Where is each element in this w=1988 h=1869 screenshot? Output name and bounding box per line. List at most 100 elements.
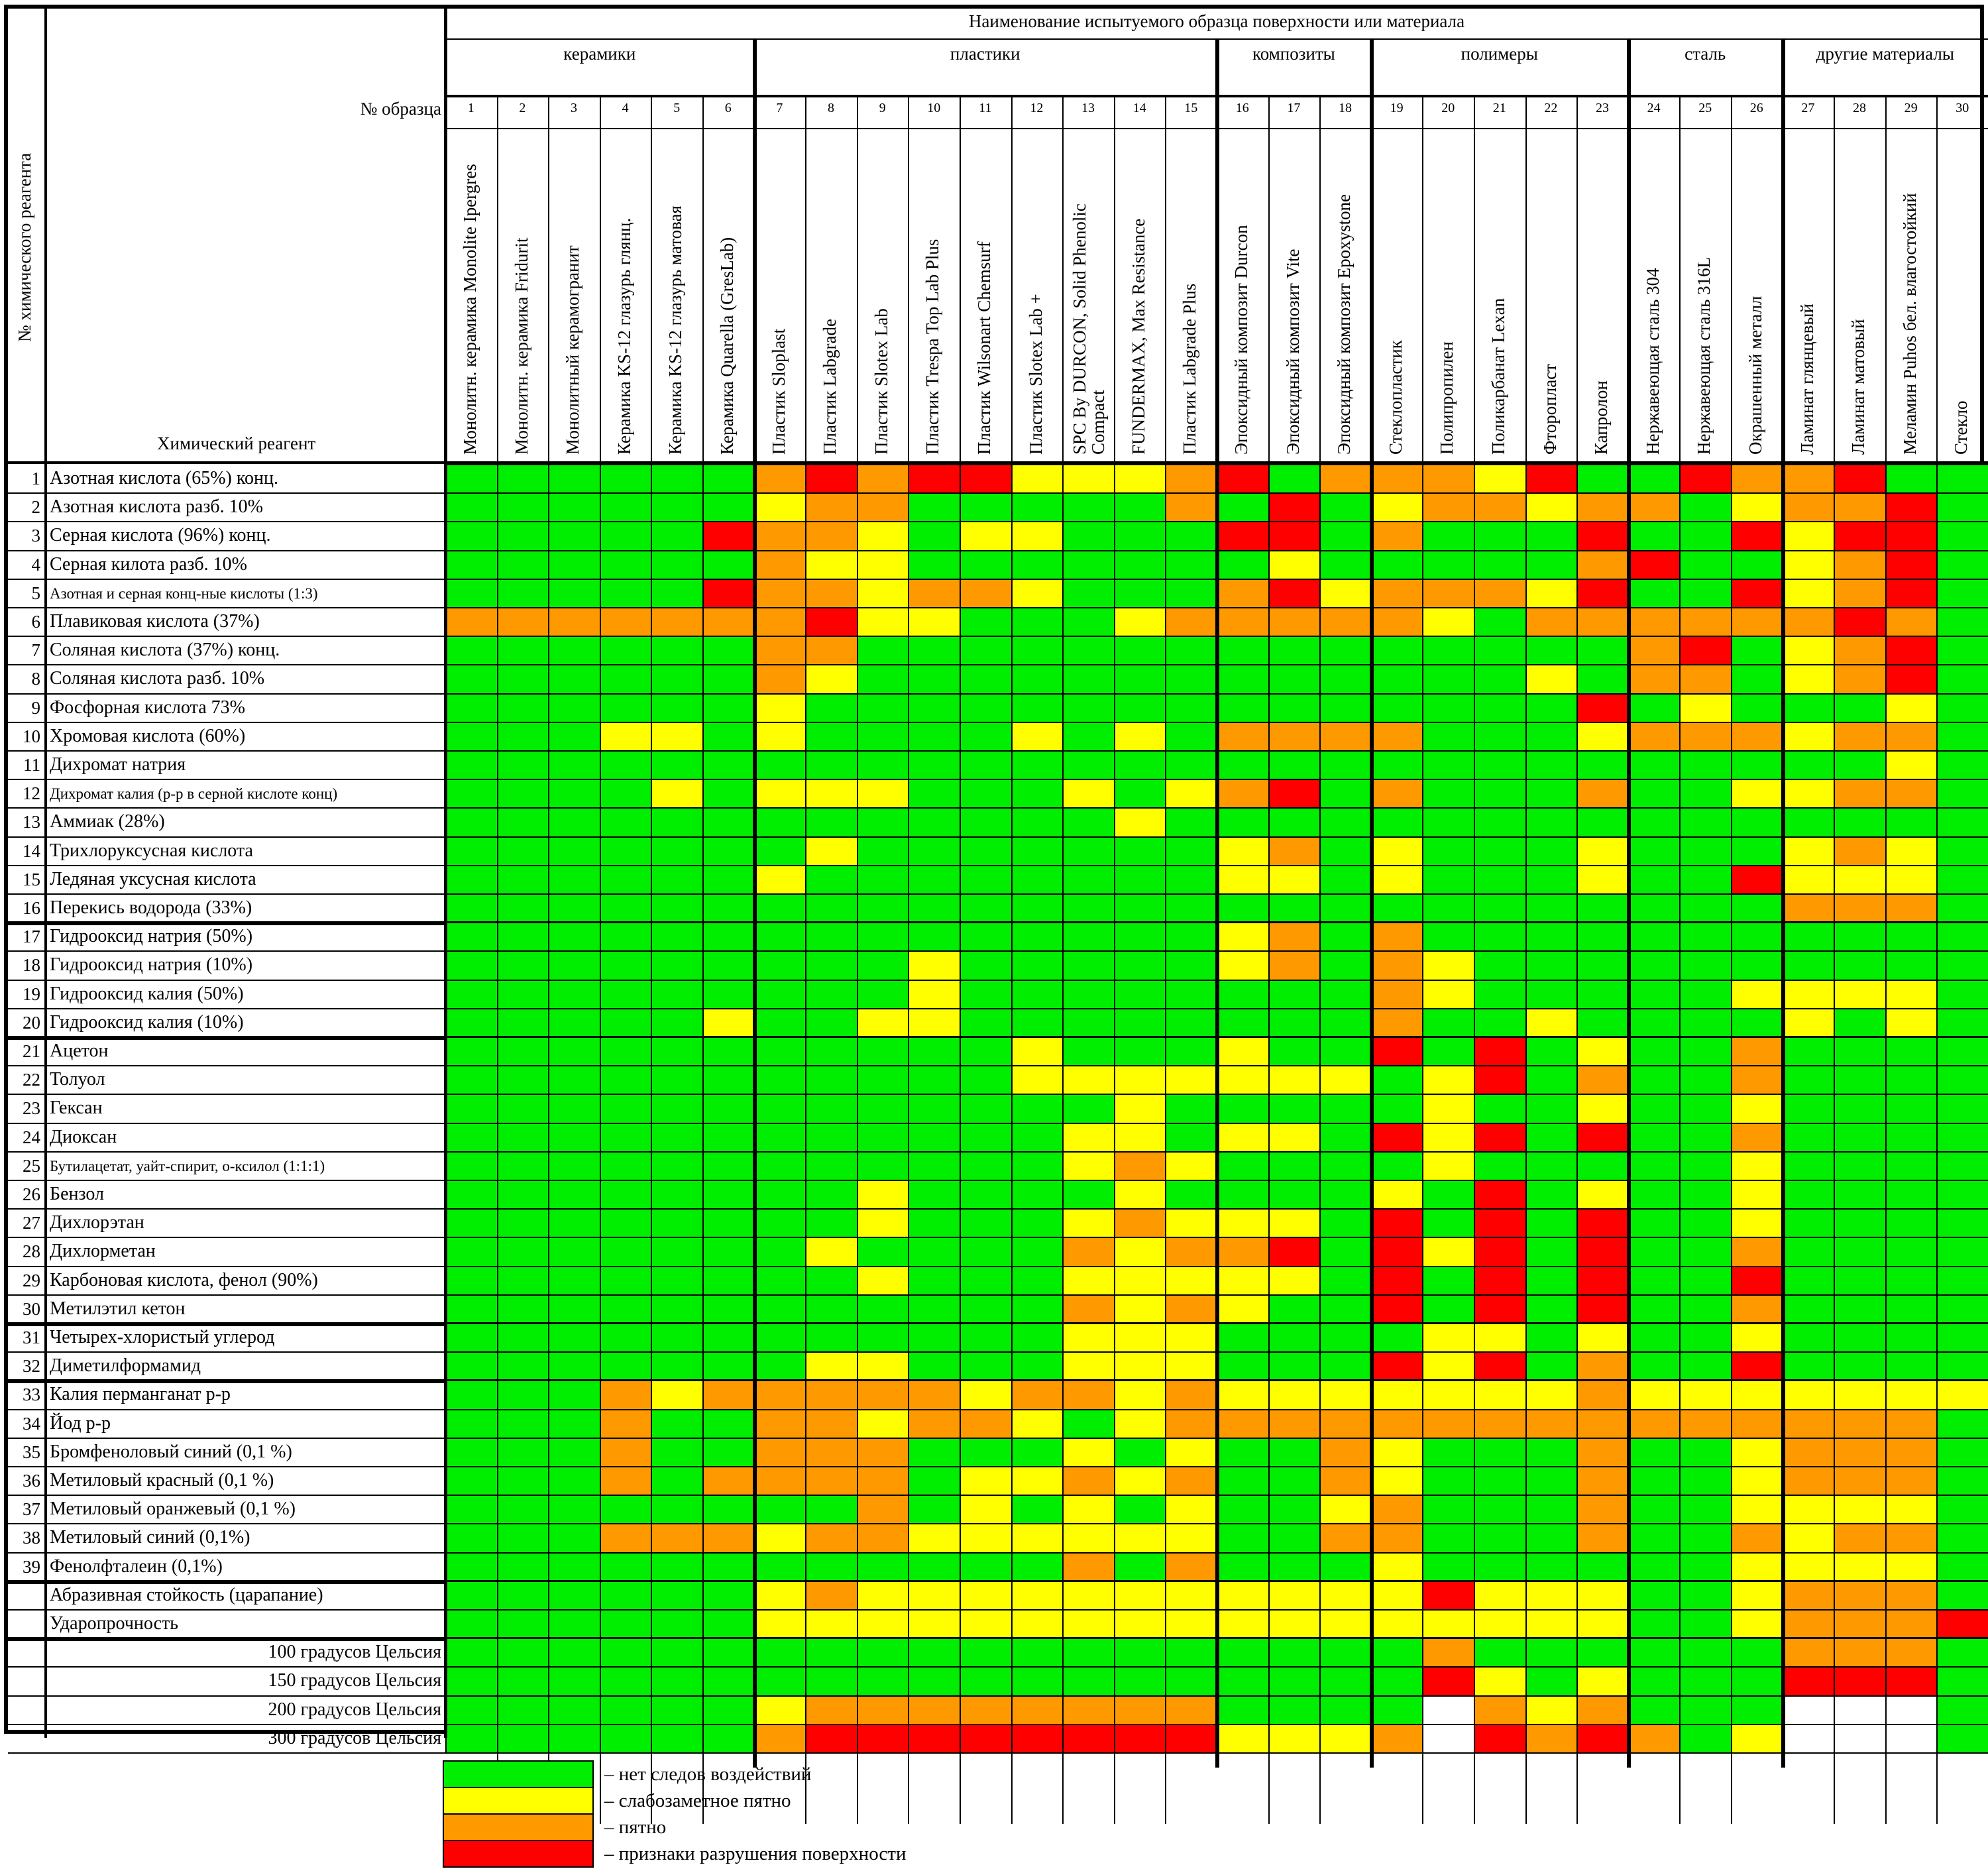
result-cell bbox=[1165, 1638, 1218, 1668]
result-cell bbox=[651, 836, 704, 866]
reagent-name: Диметилформамид bbox=[50, 1355, 201, 1377]
result-cell bbox=[1011, 693, 1064, 723]
reagent-name: 150 градусов Цельсия bbox=[268, 1670, 442, 1691]
result-cell bbox=[1422, 1351, 1475, 1382]
reagent-name: Перекись водорода (33%) bbox=[50, 897, 252, 918]
reagent-name: Гидроoксид натрия (10%) bbox=[50, 954, 253, 976]
result-cell bbox=[1834, 1580, 1887, 1611]
result-cell bbox=[960, 1180, 1013, 1210]
result-cell bbox=[1731, 864, 1784, 895]
result-cell bbox=[1834, 693, 1887, 723]
result-cell bbox=[1679, 636, 1732, 666]
result-cell bbox=[1576, 922, 1629, 952]
result-cell bbox=[548, 1495, 601, 1525]
result-cell bbox=[1576, 521, 1629, 551]
result-cell bbox=[753, 1122, 807, 1153]
result-cell bbox=[1062, 1408, 1115, 1439]
result-cell bbox=[753, 1666, 807, 1697]
result-cell bbox=[1062, 1695, 1115, 1725]
result-cell bbox=[753, 549, 807, 580]
result-cell bbox=[856, 1294, 910, 1324]
result-cell bbox=[1165, 1294, 1218, 1324]
result-cell bbox=[1679, 1351, 1732, 1382]
sample-number: 25 bbox=[1698, 101, 1712, 115]
result-cell bbox=[599, 1723, 653, 1754]
reagent-name: Ацетон bbox=[50, 1041, 109, 1061]
result-cell bbox=[1628, 1180, 1681, 1210]
reagent-name: Плавиковая кислота (37%) bbox=[50, 611, 260, 632]
result-cell bbox=[1422, 1007, 1475, 1038]
result-cell bbox=[960, 578, 1013, 608]
result-cell bbox=[1113, 636, 1167, 666]
result-cell bbox=[702, 1122, 755, 1153]
result-cell bbox=[1628, 1294, 1681, 1324]
result-cell bbox=[1370, 464, 1424, 494]
result-cell bbox=[445, 1723, 498, 1754]
result-cell bbox=[1011, 1666, 1064, 1697]
result-cell bbox=[599, 636, 653, 666]
result-cell bbox=[651, 578, 704, 608]
result-cell bbox=[1525, 1180, 1578, 1210]
result-cell bbox=[753, 636, 807, 666]
result-cell bbox=[1319, 836, 1372, 866]
result-cell bbox=[1936, 1408, 1988, 1439]
result-cell bbox=[1474, 664, 1527, 695]
result-cell bbox=[1628, 1323, 1681, 1353]
result-cell bbox=[1268, 779, 1321, 809]
result-cell bbox=[702, 1437, 755, 1467]
result-cell bbox=[1370, 1208, 1424, 1239]
result-cell bbox=[496, 1208, 550, 1239]
result-cell bbox=[496, 607, 550, 638]
result-cell bbox=[960, 807, 1013, 838]
result-cell bbox=[702, 1380, 755, 1410]
result-cell bbox=[702, 1208, 755, 1239]
result-cell bbox=[1319, 893, 1372, 924]
result-cell bbox=[1062, 1437, 1115, 1467]
result-cell bbox=[1011, 779, 1064, 809]
result-cell bbox=[1936, 636, 1988, 666]
reagent-number: 22 bbox=[23, 1070, 40, 1090]
result-cell bbox=[908, 464, 961, 494]
result-cell bbox=[702, 664, 755, 695]
result-cell bbox=[1576, 807, 1629, 838]
result-cell bbox=[651, 1408, 704, 1439]
result-cell bbox=[1834, 1208, 1887, 1239]
result-cell bbox=[805, 492, 858, 523]
result-cell bbox=[1834, 950, 1887, 981]
result-cell bbox=[1474, 607, 1527, 638]
result-cell bbox=[445, 549, 498, 580]
result-cell bbox=[1936, 1580, 1988, 1611]
result-cell bbox=[1628, 1208, 1681, 1239]
result-cell bbox=[1679, 1294, 1732, 1324]
result-cell bbox=[1936, 864, 1988, 895]
result-cell bbox=[651, 1237, 704, 1267]
result-cell bbox=[1782, 1723, 1836, 1754]
result-cell bbox=[1628, 1122, 1681, 1153]
result-cell bbox=[1474, 1351, 1527, 1382]
result-cell bbox=[1628, 1408, 1681, 1439]
result-cell bbox=[1370, 750, 1424, 781]
result-cell bbox=[960, 893, 1013, 924]
result-cell bbox=[445, 1122, 498, 1153]
result-cell bbox=[753, 1523, 807, 1554]
result-cell bbox=[1113, 521, 1167, 551]
result-cell bbox=[1319, 1065, 1372, 1096]
result-cell bbox=[1217, 1495, 1270, 1525]
result-cell bbox=[1268, 578, 1321, 608]
result-cell bbox=[1370, 521, 1424, 551]
result-cell bbox=[1628, 521, 1681, 551]
result-cell bbox=[1834, 750, 1887, 781]
result-cell bbox=[1731, 1495, 1784, 1525]
result-cell bbox=[702, 807, 755, 838]
result-cell bbox=[599, 779, 653, 809]
result-cell bbox=[1628, 1007, 1681, 1038]
material-name: Нержавеющая сталь 304 bbox=[1642, 268, 1663, 455]
result-cell bbox=[702, 979, 755, 1009]
result-cell bbox=[651, 721, 704, 752]
result-cell bbox=[1268, 1466, 1321, 1497]
result-cell bbox=[805, 1666, 858, 1697]
result-cell bbox=[1782, 1265, 1836, 1296]
result-cell bbox=[1885, 836, 1938, 866]
result-cell bbox=[1936, 1437, 1988, 1467]
result-cell bbox=[805, 1723, 858, 1754]
